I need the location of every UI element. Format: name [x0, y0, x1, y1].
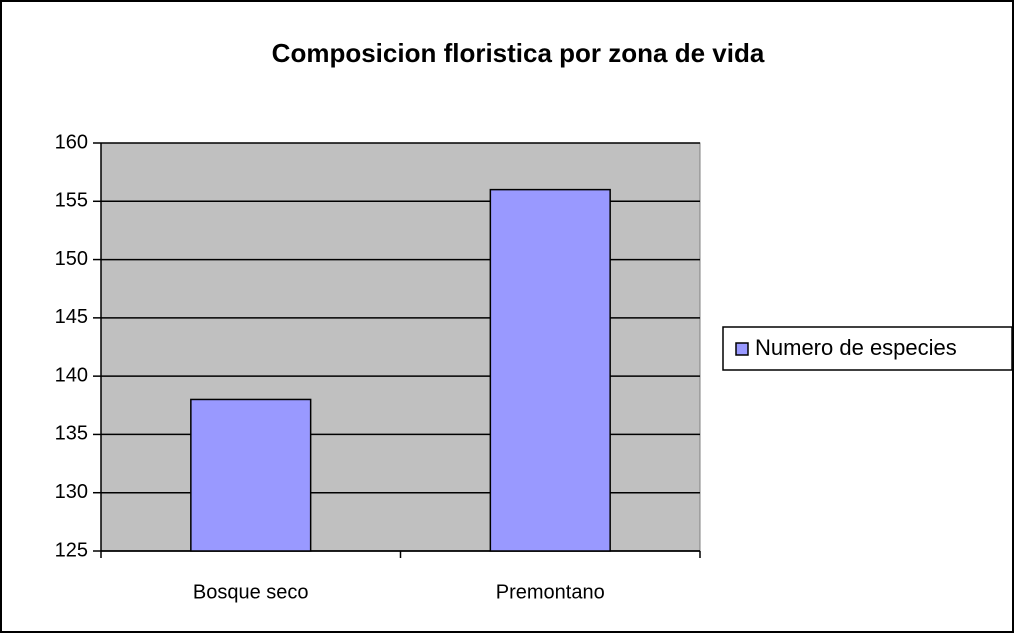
y-tick-label: 145 [55, 306, 88, 328]
y-tick-label: 140 [55, 364, 88, 386]
x-tick-label: Premontano [496, 581, 605, 603]
legend-box [722, 326, 1013, 371]
y-tick-label: 130 [55, 481, 88, 503]
y-tick-label: 155 [55, 190, 88, 212]
y-tick-label: 135 [55, 423, 88, 445]
legend-swatch [735, 342, 749, 356]
y-tick-label: 125 [55, 539, 88, 561]
chart-title: Composicion floristica por zona de vida [272, 38, 765, 68]
y-tick-label: 150 [55, 248, 88, 270]
bar [489, 188, 611, 552]
y-tick-label: 160 [55, 131, 88, 153]
bar [190, 398, 312, 552]
x-tick-label: Bosque seco [193, 581, 309, 603]
legend-label: Numero de especies [755, 335, 957, 360]
